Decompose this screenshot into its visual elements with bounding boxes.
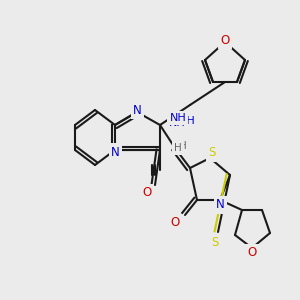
Text: N: N (111, 146, 119, 158)
Text: S: S (211, 236, 219, 248)
Text: N: N (133, 103, 141, 116)
Text: NH: NH (169, 118, 185, 128)
Text: N: N (216, 199, 224, 212)
Text: O: O (170, 217, 180, 230)
Text: O: O (142, 187, 152, 200)
Text: H: H (174, 143, 182, 153)
Text: NH: NH (179, 116, 196, 126)
Text: O: O (220, 34, 230, 46)
Text: H: H (179, 141, 187, 151)
Text: O: O (248, 247, 256, 260)
Text: H: H (178, 143, 186, 153)
Text: S: S (208, 146, 216, 160)
Text: NH: NH (169, 113, 186, 123)
